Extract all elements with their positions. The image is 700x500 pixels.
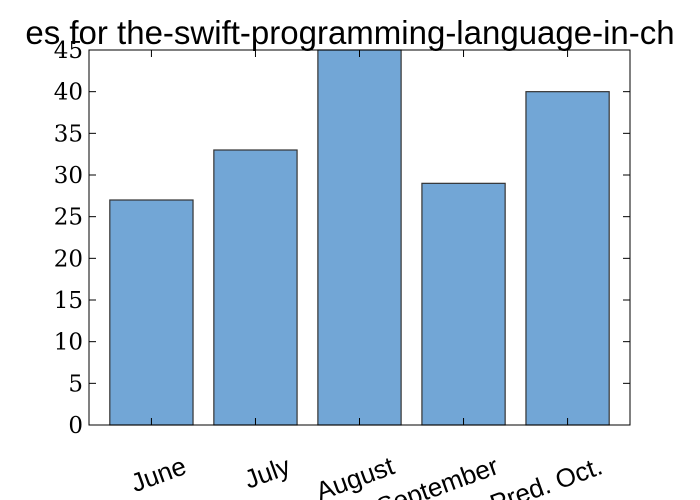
bar-pred-oct — [525, 91, 610, 426]
chart-title: es for the-swift-programming-language-in… — [25, 14, 674, 51]
y-tick-label-35: 35 — [54, 121, 83, 147]
bar-july — [213, 149, 298, 426]
x-tick-label-pred-oct: Pred. Oct. — [486, 450, 606, 500]
y-tick-label-25: 25 — [54, 205, 83, 231]
y-tick-label-10: 10 — [54, 330, 83, 356]
x-tick-label-july: July — [240, 450, 294, 494]
y-tick-label-15: 15 — [54, 288, 83, 314]
y-tick-label-0: 0 — [68, 413, 83, 439]
bar-september — [421, 182, 506, 426]
y-tick-label-40: 40 — [54, 80, 83, 106]
bar-june — [109, 199, 194, 426]
y-tick-label-20: 20 — [54, 246, 83, 272]
y-tick-label-30: 30 — [54, 163, 83, 189]
bars-layer — [109, 49, 610, 426]
y-tick-label-45: 45 — [54, 38, 83, 64]
y-tick-label-5: 5 — [68, 371, 83, 397]
ticks-layer — [89, 49, 630, 426]
y-tick-labels: 0 5 10 15 20 25 30 35 40 45 — [54, 38, 83, 439]
x-tick-label-june: June — [127, 450, 190, 497]
bar-august — [317, 49, 402, 426]
